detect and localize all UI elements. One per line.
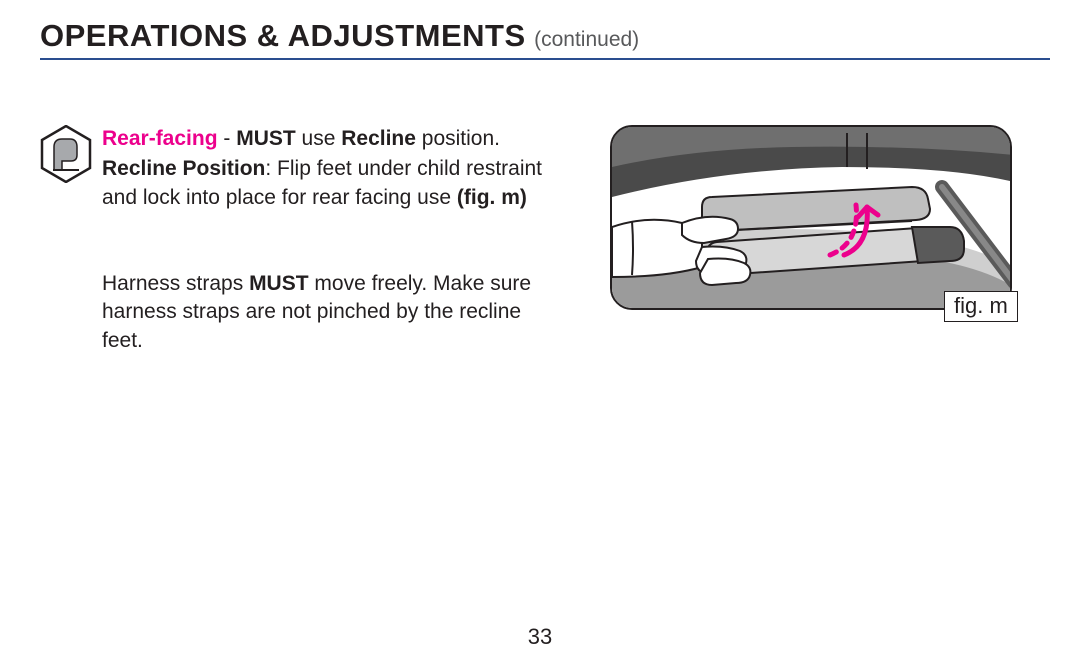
header-title: OPERATIONS & ADJUSTMENTS	[40, 18, 526, 53]
rear-facing-hex-icon	[40, 125, 92, 183]
para-rear-facing: Rear-facing - MUST use Recline position.	[102, 125, 560, 153]
recline-position-label: Recline Position	[102, 157, 265, 180]
fig-ref: (fig. m)	[457, 186, 527, 209]
section-header: OPERATIONS & ADJUSTMENTS (continued)	[40, 18, 1050, 60]
figure-label: fig. m	[944, 291, 1018, 322]
page-number: 33	[0, 624, 1080, 650]
figure-m-illustration	[610, 125, 1012, 310]
must-text: MUST	[236, 127, 296, 150]
recline-text: Recline	[341, 127, 416, 150]
para-harness-straps: Harness straps MUST move freely. Make su…	[102, 270, 560, 355]
body-text-column: Rear-facing - MUST use Recline position.…	[40, 125, 560, 355]
header-continued: (continued)	[534, 28, 639, 51]
rear-facing-label: Rear-facing	[102, 127, 218, 150]
must-text-2: MUST	[249, 272, 309, 295]
para-recline-position: Recline Position: Flip feet under child …	[102, 155, 560, 212]
